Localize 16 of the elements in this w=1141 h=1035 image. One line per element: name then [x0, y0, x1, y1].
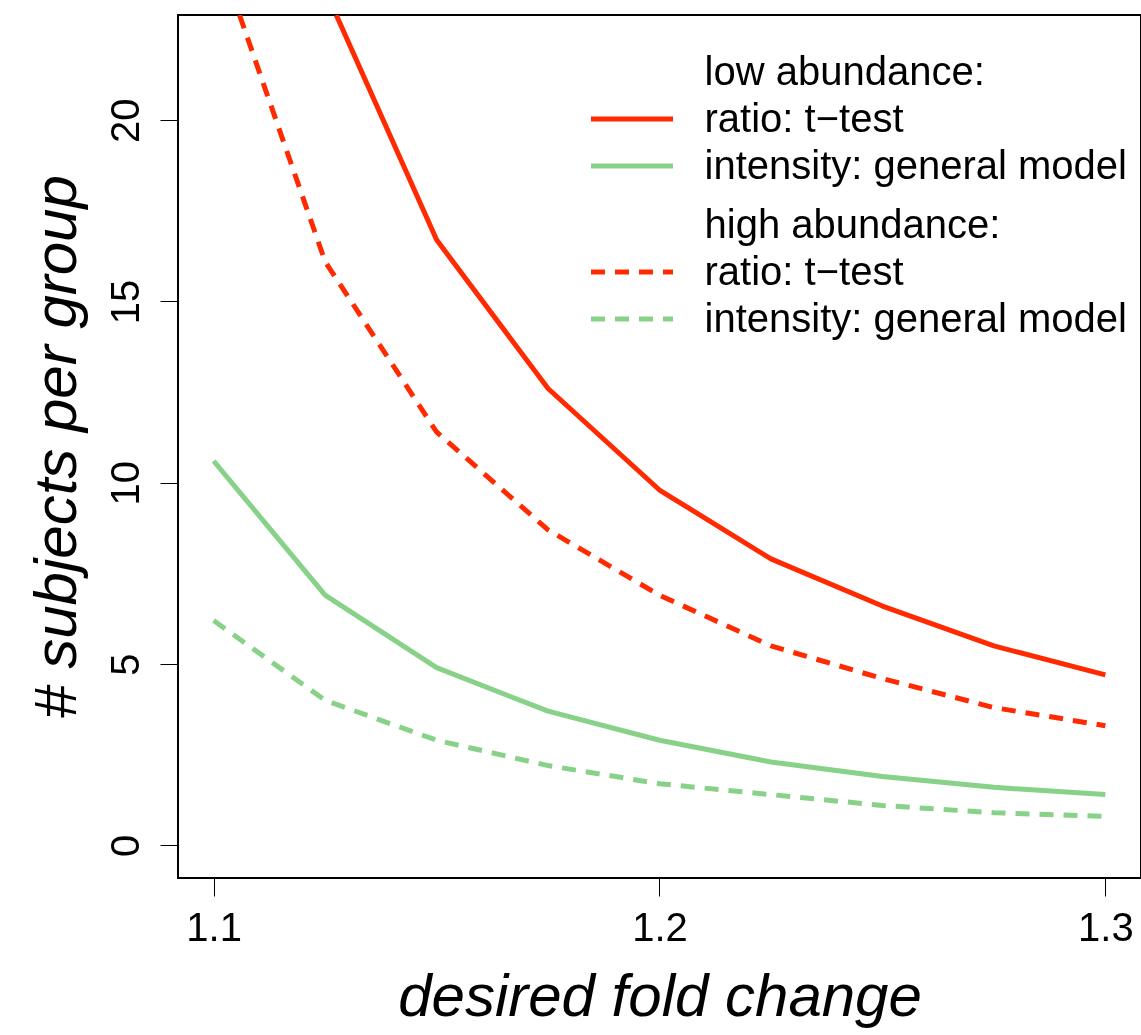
y-tick-label: 15: [102, 279, 147, 325]
y-tick-label: 5: [102, 653, 147, 676]
y-tick-label: 20: [102, 98, 147, 143]
x-tick-label: 1.1: [186, 904, 242, 949]
x-tick-label: 1.3: [1078, 904, 1134, 949]
legend-label: intensity: general model: [704, 142, 1127, 189]
x-tick-label: 1.2: [632, 904, 688, 949]
y-axis-title: # subjects per group: [21, 175, 89, 719]
x-axis-title: desired fold change: [398, 961, 922, 1029]
legend-label: ratio: t−test: [704, 95, 904, 142]
legend-label: intensity: general model: [704, 295, 1127, 342]
annotation: low abundance:: [703, 48, 986, 95]
y-tick-label: 0: [102, 834, 147, 857]
y-tick-label: 10: [102, 461, 147, 506]
legend-label: ratio: t−test: [704, 248, 904, 295]
annotation: high abundance:: [703, 201, 1002, 248]
